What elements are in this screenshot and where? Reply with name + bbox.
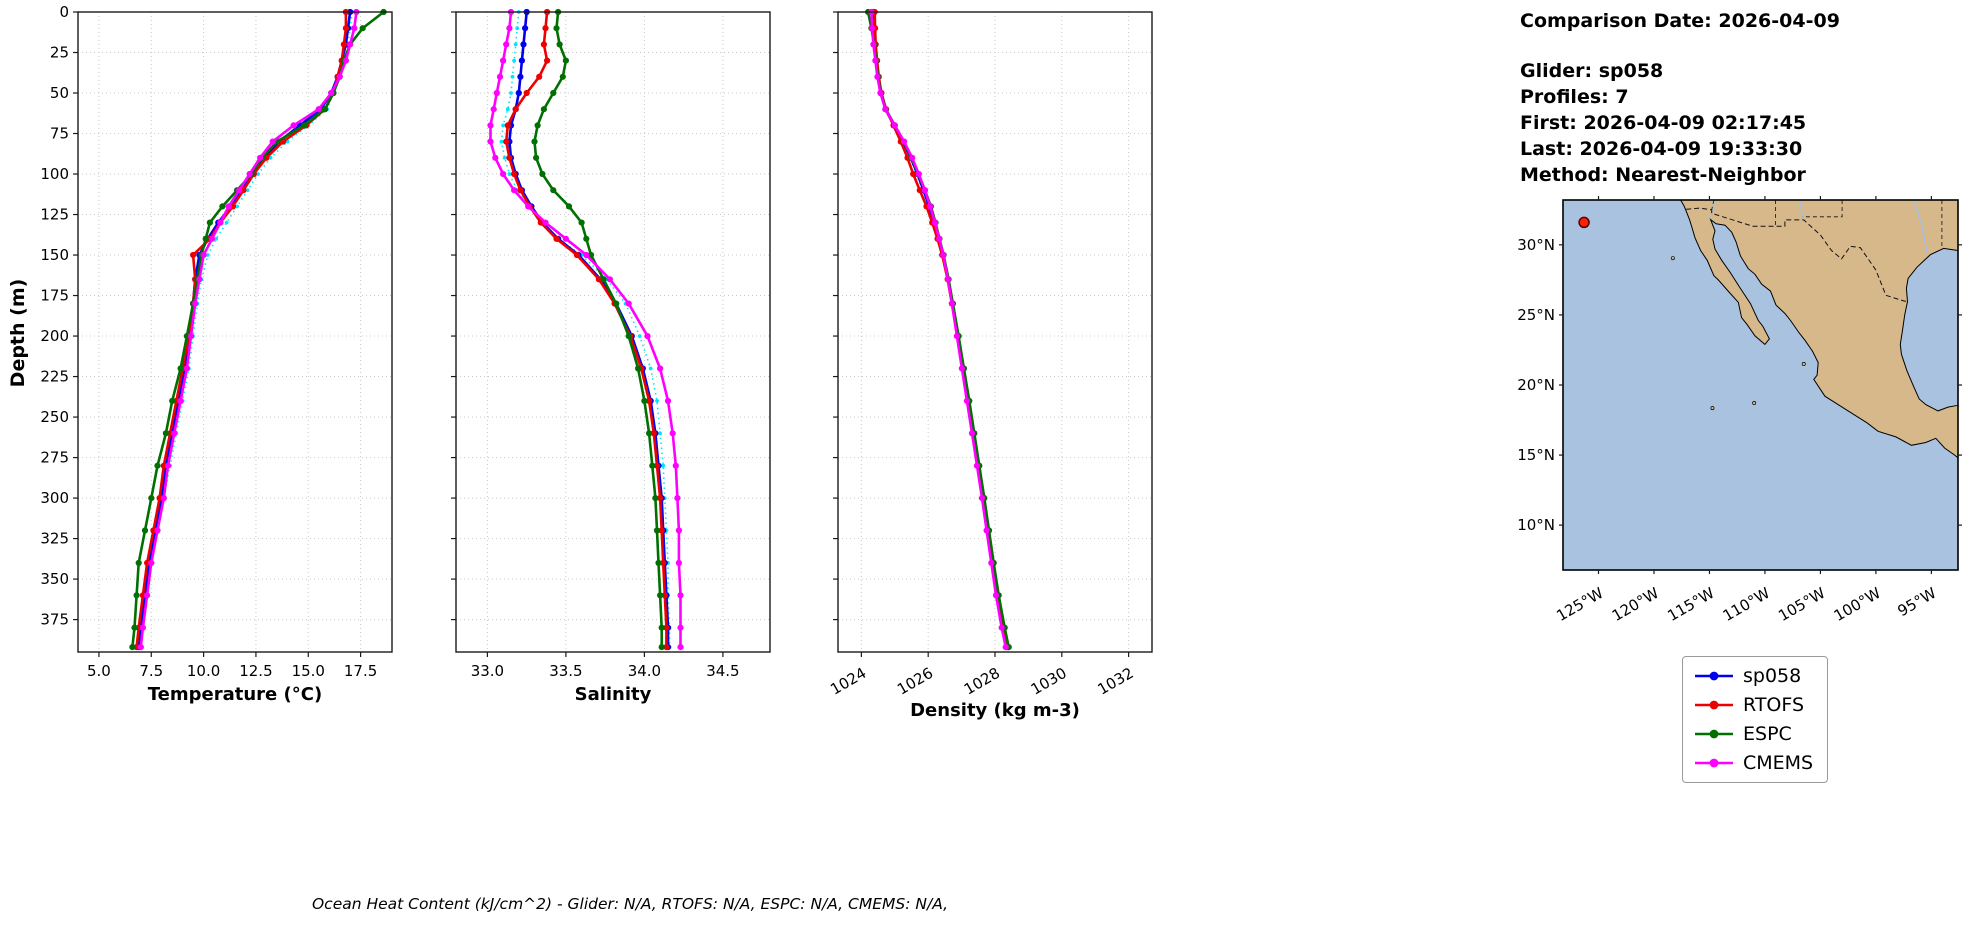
series-CMEMS — [137, 8, 360, 651]
x-tick-label: 1032 — [1095, 664, 1137, 699]
legend-item-ESPC: ESPC — [1693, 723, 1813, 745]
x-axis-label: Density (kg m-3) — [910, 700, 1080, 721]
x-tick-label: 1030 — [1028, 664, 1070, 699]
glider-name-text: Glider: sp058 — [1520, 60, 1664, 82]
depth-tick-label: 375 — [40, 611, 69, 629]
depth-tick-label: 350 — [40, 570, 69, 588]
panel-frame — [77, 11, 393, 653]
x-tick-label: 34.0 — [628, 662, 661, 680]
location-map: 125°W 120°W 115°W 110°W 105°W 100°W 95°W 30°N 25… — [1517, 196, 1962, 625]
last-profile-time-text: Last: 2026-04-09 19:33:30 — [1520, 138, 1803, 160]
x-tick-label: 1028 — [961, 664, 1003, 699]
series-glider-individual-profiles — [499, 10, 672, 649]
map-river — [1798, 199, 1805, 221]
legend-label: ESPC — [1743, 723, 1792, 745]
depth-tick-label: 25 — [50, 44, 69, 62]
info-panel: Comparison Date: 2026-04-09 Glider: sp05… — [1520, 8, 1840, 188]
series-ESPC — [531, 8, 665, 651]
us-mexico-border — [1686, 207, 1908, 303]
map-island — [1752, 400, 1757, 405]
legend-line-marker-icon — [1695, 758, 1733, 768]
lon-tick-label: 125°W — [1553, 584, 1606, 625]
series-RTOFS — [133, 8, 349, 651]
lon-tick-label: 110°W — [1720, 584, 1773, 625]
legend-item-sp058: sp058 — [1693, 665, 1813, 687]
map-river — [1912, 199, 1929, 255]
x-tick-label: 17.5 — [344, 662, 377, 680]
legend-line-marker-icon — [1695, 700, 1733, 710]
legend-item-CMEMS: CMEMS — [1693, 752, 1813, 774]
lat-tick-label: 20°N — [1517, 376, 1555, 394]
x-tick-label: 5.0 — [87, 662, 111, 680]
legend-label: RTOFS — [1743, 694, 1805, 716]
lat-tick-label: 15°N — [1517, 446, 1555, 464]
legend-item-RTOFS: RTOFS — [1693, 694, 1813, 716]
x-axis-label: Temperature (°C) — [148, 684, 322, 705]
x-tick-label: 1024 — [827, 664, 869, 699]
series-ESPC — [129, 8, 387, 651]
series-CMEMS — [868, 8, 1009, 651]
series-sp058 — [506, 8, 672, 651]
depth-tick-label: 300 — [40, 489, 69, 507]
x-tick-label: 1026 — [894, 664, 936, 699]
lon-tick-label: 100°W — [1831, 584, 1884, 625]
profiles-count-text: Profiles: 7 — [1520, 86, 1629, 108]
lat-tick-label: 10°N — [1517, 516, 1555, 534]
lon-tick-label: 120°W — [1609, 584, 1662, 625]
state-border — [1802, 200, 1843, 218]
series-CMEMS — [487, 8, 684, 651]
depth-tick-label: 75 — [50, 125, 69, 143]
comparison-date-text: Comparison Date: 2026-04-09 — [1520, 10, 1840, 32]
x-tick-label: 10.0 — [187, 662, 220, 680]
series-glider-individual-profiles — [870, 10, 1010, 649]
lon-tick-label: 95°W — [1894, 584, 1939, 620]
x-tick-label: 34.5 — [706, 662, 739, 680]
x-tick-label: 7.5 — [139, 662, 163, 680]
depth-tick-label: 325 — [40, 530, 69, 548]
lat-tick-label: 30°N — [1517, 236, 1555, 254]
depth-tick-label: 125 — [40, 206, 69, 224]
x-axis-label: Salinity — [575, 684, 652, 705]
glider-location-marker — [1578, 216, 1590, 229]
map-island — [1710, 406, 1715, 411]
ohc-caption: Ocean Heat Content (kJ/cm^2) - Glider: N… — [311, 895, 949, 913]
depth-tick-label: 225 — [40, 368, 69, 386]
legend-line-marker-icon — [1695, 729, 1733, 739]
panel-salinity: 33.0 33.5 34.0 34.5 Salinity — [451, 8, 771, 705]
info-spacer — [1520, 34, 1840, 58]
method-text: Method: Nearest-Neighbor — [1520, 164, 1806, 186]
depth-tick-label: 250 — [40, 408, 69, 426]
depth-tick-label: 175 — [40, 287, 69, 305]
legend-label: sp058 — [1743, 665, 1802, 687]
lon-tick-label: 105°W — [1775, 584, 1828, 625]
first-profile-time-text: First: 2026-04-09 02:17:45 — [1520, 112, 1807, 134]
profile-charts-svg: 5.0 7.5 10.0 12.5 15.0 17.5 0 25 50 75 100 125 150 17… — [40, 3, 1153, 721]
depth-tick-label: 150 — [40, 246, 69, 264]
panel-frame — [455, 11, 771, 653]
map-island — [1801, 362, 1806, 366]
panel-density: 1024 1026 1028 1030 1032 Density (kg m-3) — [827, 8, 1153, 721]
lat-tick-label: 25°N — [1517, 306, 1555, 324]
legend-label: CMEMS — [1743, 752, 1814, 774]
depth-tick-label: 50 — [50, 84, 69, 102]
x-tick-label: 12.5 — [239, 662, 272, 680]
lon-tick-label: 115°W — [1664, 584, 1717, 625]
x-tick-label: 33.0 — [471, 662, 504, 680]
map-island — [1670, 256, 1675, 261]
depth-tick-label: 275 — [40, 449, 69, 467]
map-land — [1679, 199, 1959, 459]
legend: sp058 RTOFS ESPC CMEMS — [1682, 656, 1829, 783]
x-tick-label: 15.0 — [292, 662, 325, 680]
state-border — [1711, 199, 1715, 210]
panel-temperature: 5.0 7.5 10.0 12.5 15.0 17.5 0 25 50 75 100 125 150 17… — [40, 3, 393, 705]
depth-tick-label: 200 — [40, 327, 69, 345]
depth-tick-label: 100 — [40, 165, 69, 183]
map-river — [1709, 199, 1717, 219]
legend-line-marker-icon — [1695, 671, 1733, 681]
x-tick-label: 33.5 — [549, 662, 582, 680]
depth-tick-label: 0 — [59, 3, 69, 21]
